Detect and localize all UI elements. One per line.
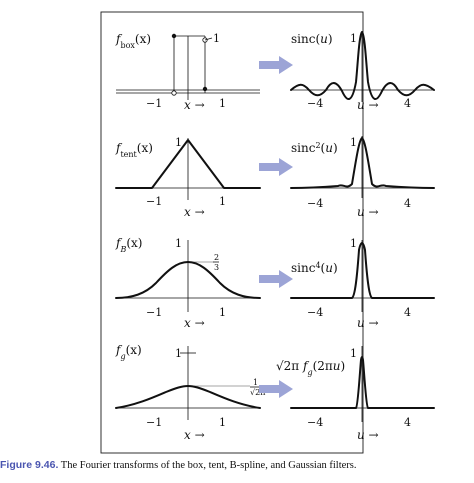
box-peak-label: 1 — [213, 32, 220, 45]
tent-peak-label: 1 — [175, 136, 182, 149]
svg-text:1: 1 — [219, 306, 226, 319]
gaussian-peak-label: 1 — [175, 347, 182, 360]
sinc2-function-label: sinc2(u) — [291, 141, 338, 156]
gaussian-function-label: fg(x) — [115, 343, 142, 361]
box-tick-pos: 1 — [219, 97, 226, 110]
box-closed-dot-left — [172, 34, 176, 38]
sinc-axis-label: u → — [357, 98, 379, 112]
sinc-tick-pos: 4 — [404, 97, 411, 110]
svg-text:4: 4 — [404, 197, 411, 210]
svg-text:x →: x → — [184, 316, 205, 330]
box-function-label: fbox(x) — [115, 32, 151, 50]
svg-text:−4: −4 — [307, 306, 323, 319]
svg-text:−4: −4 — [307, 416, 323, 429]
svg-text:−1: −1 — [146, 306, 162, 319]
svg-text:3: 3 — [214, 263, 219, 272]
svg-text:4: 4 — [404, 306, 411, 319]
figure-frame — [101, 12, 363, 453]
figure-caption: Figure 9.46. The Fourier transforms of t… — [0, 459, 474, 471]
svg-text:−4: −4 — [307, 197, 323, 210]
tent-function-label: ftent(x) — [115, 141, 153, 159]
bspline-value-label: 2 — [214, 253, 219, 262]
svg-text:x →: x → — [184, 205, 205, 219]
box-tick-neg: −1 — [146, 97, 162, 110]
box-axis-label: x → — [184, 98, 205, 112]
svg-text:−1: −1 — [146, 195, 162, 208]
svg-text:u →: u → — [357, 205, 379, 219]
bspline-function-label: fB(x) — [115, 236, 142, 254]
sinc-peak-label: 1 — [350, 32, 357, 45]
row-box: fbox(x) sinc(u) 1 1 −1 1 x → −4 4 u → — [115, 31, 434, 112]
box-closed-dot-right — [203, 87, 207, 91]
svg-text:u →: u → — [357, 428, 379, 442]
sinc-tick-neg: −4 — [307, 97, 323, 110]
svg-text:1: 1 — [219, 416, 226, 429]
box-open-dot-left — [172, 91, 176, 95]
svg-text:1: 1 — [219, 195, 226, 208]
gaussian-transform-label: √2π fg(2πu) — [276, 359, 345, 377]
svg-text:u →: u → — [357, 316, 379, 330]
row-gaussian: fg(x) √2π fg(2πu) 1 1 1 √2π −1 1 x → −4 … — [115, 343, 434, 442]
sinc2-peak-label: 1 — [350, 136, 357, 149]
svg-text:−1: −1 — [146, 416, 162, 429]
svg-text:x →: x → — [184, 428, 205, 442]
sinc4-function-label: sinc4(u) — [291, 261, 338, 276]
figure-caption-text: The Fourier transforms of the box, tent,… — [61, 460, 357, 471]
bspline-peak-label: 1 — [175, 237, 182, 250]
row-bspline: fB(x) sinc4(u) 1 1 2 3 −1 1 x → −4 4 u → — [115, 236, 434, 330]
gaussian-transform-peak-label: 1 — [350, 347, 357, 360]
gaussian-value-label: 1 — [253, 378, 258, 387]
transform-arrow — [259, 56, 293, 74]
sinc4-peak-label: 1 — [350, 237, 357, 250]
row-tent: ftent(x) sinc2(u) 1 1 −1 1 x → −4 4 u → — [115, 136, 434, 219]
sinc-function-label: sinc(u) — [291, 32, 333, 46]
svg-text:4: 4 — [404, 416, 411, 429]
figure-number: Figure 9.46. — [0, 459, 58, 471]
